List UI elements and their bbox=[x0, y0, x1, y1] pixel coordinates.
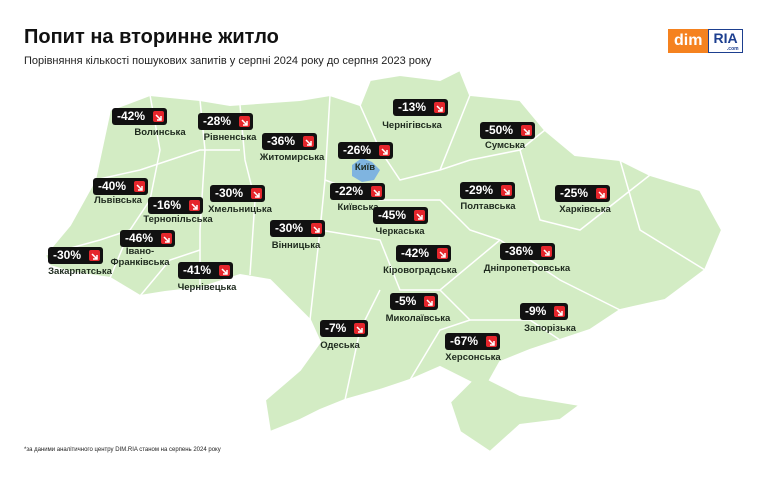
down-arrow-icon bbox=[153, 111, 165, 122]
change-badge: -22% bbox=[330, 183, 386, 200]
change-badge: -16% bbox=[148, 197, 204, 214]
region-name: Кіровоградська bbox=[383, 265, 457, 276]
change-badge: -36% bbox=[262, 133, 318, 150]
down-arrow-icon bbox=[521, 125, 533, 136]
down-arrow-icon bbox=[414, 210, 426, 221]
down-arrow-icon bbox=[434, 102, 446, 113]
logo: dim RIA .com bbox=[668, 29, 743, 53]
logo-right: RIA .com bbox=[708, 29, 743, 53]
down-arrow-icon bbox=[501, 185, 513, 196]
change-badge: -42% bbox=[112, 108, 168, 125]
change-badge: -46% bbox=[120, 230, 176, 247]
region-name: Одеська bbox=[320, 340, 360, 351]
region-name: Хмельницька bbox=[208, 204, 272, 215]
region-name: Тернопільська bbox=[143, 214, 213, 225]
subtitle: Порівняння кількості пошукових запитів у… bbox=[24, 55, 432, 67]
down-arrow-icon bbox=[354, 323, 366, 334]
region-name: Чернігівська bbox=[382, 120, 442, 131]
change-badge: -36% bbox=[500, 243, 556, 260]
change-badge: -5% bbox=[390, 293, 439, 310]
change-badge: -29% bbox=[460, 182, 516, 199]
change-badge: -67% bbox=[445, 333, 501, 350]
country-shape bbox=[43, 68, 724, 454]
down-arrow-icon bbox=[486, 336, 498, 347]
down-arrow-icon bbox=[371, 186, 383, 197]
change-badge: -45% bbox=[373, 207, 429, 224]
change-badge: -30% bbox=[48, 247, 104, 264]
region-name: Львівська bbox=[94, 195, 142, 206]
down-arrow-icon bbox=[541, 246, 553, 257]
down-arrow-icon bbox=[437, 248, 449, 259]
region-name: Сумська bbox=[484, 140, 526, 151]
footnote: *за даними аналітичного центру DIM.RIA с… bbox=[24, 447, 221, 453]
region-name: Чернівецька bbox=[177, 282, 237, 293]
region-name: Черкаська bbox=[375, 226, 425, 237]
change-badge: -40% bbox=[93, 178, 149, 195]
logo-left: dim bbox=[668, 29, 709, 53]
down-arrow-icon bbox=[239, 116, 251, 127]
down-arrow-icon bbox=[134, 181, 146, 192]
region-name: Закарпатська bbox=[48, 266, 112, 277]
down-arrow-icon bbox=[596, 188, 608, 199]
region-name: Житомирська bbox=[259, 152, 325, 163]
region-name: Київська bbox=[337, 202, 379, 213]
down-arrow-icon bbox=[161, 233, 173, 244]
down-arrow-icon bbox=[303, 136, 315, 147]
region-name: Херсонська bbox=[445, 352, 501, 363]
down-arrow-icon bbox=[251, 188, 263, 199]
down-arrow-icon bbox=[554, 306, 566, 317]
change-badge: -42% bbox=[396, 245, 452, 262]
kyiv-city bbox=[352, 158, 380, 182]
region-name: Волинська bbox=[134, 127, 186, 138]
change-badge: -9% bbox=[520, 303, 569, 320]
change-badge: -13% bbox=[393, 99, 449, 116]
change-badge: -50% bbox=[480, 122, 536, 139]
down-arrow-icon bbox=[89, 250, 101, 261]
down-arrow-icon bbox=[424, 296, 436, 307]
region-name: Миколаївська bbox=[385, 313, 451, 324]
down-arrow-icon bbox=[311, 223, 323, 234]
region-name: Дніпропетровська bbox=[483, 263, 571, 274]
region-name: Харківська bbox=[559, 204, 611, 215]
logo-suffix: .com bbox=[726, 46, 739, 52]
region-name: Вінницька bbox=[271, 240, 321, 251]
change-badge: -7% bbox=[320, 320, 369, 337]
logo-right-text: RIA bbox=[713, 30, 738, 46]
region-name: Івано- Франківська bbox=[110, 246, 170, 268]
down-arrow-icon bbox=[189, 200, 201, 211]
change-badge: -41% bbox=[178, 262, 234, 279]
region-name: Рівненська bbox=[203, 132, 257, 143]
change-badge: -30% bbox=[270, 220, 326, 237]
change-badge: -28% bbox=[198, 113, 254, 130]
change-badge: -26% bbox=[338, 142, 394, 159]
region-name: Київ bbox=[354, 162, 376, 173]
change-badge: -30% bbox=[210, 185, 266, 202]
region-name: Запорізька bbox=[524, 323, 576, 334]
region-borders bbox=[44, 94, 706, 401]
down-arrow-icon bbox=[379, 145, 391, 156]
region-name: Полтавська bbox=[460, 201, 516, 212]
title: Попит на вторинне житло bbox=[24, 26, 279, 48]
change-badge: -25% bbox=[555, 185, 611, 202]
down-arrow-icon bbox=[219, 265, 231, 276]
